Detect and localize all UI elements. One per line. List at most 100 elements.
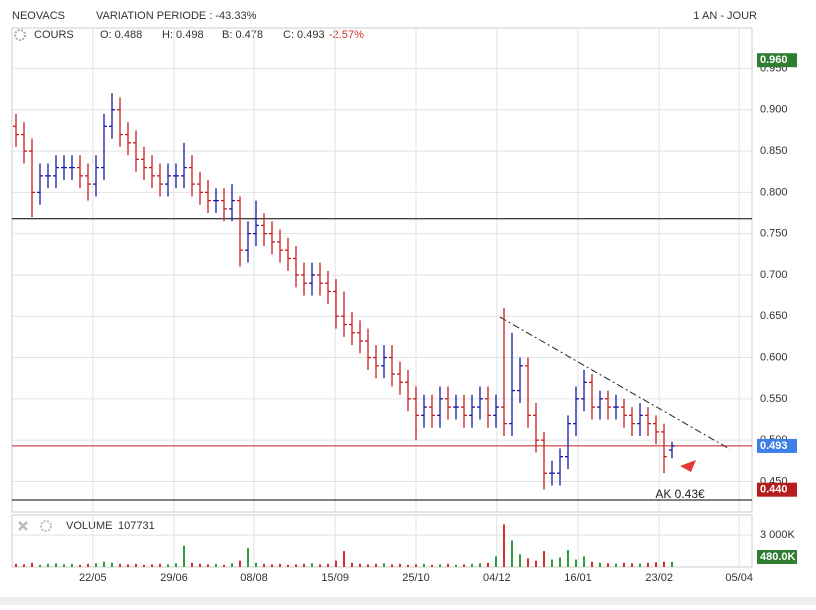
- y-tick-label: 0.750: [760, 228, 788, 240]
- volume-bar: [559, 557, 561, 567]
- y-tick-label: 0.650: [760, 310, 788, 322]
- price-flag-label: 0.440: [760, 484, 788, 496]
- volume-bar: [319, 564, 321, 567]
- volume-bar: [39, 564, 41, 567]
- price-flag: [757, 53, 797, 68]
- volume-bar: [431, 564, 433, 567]
- volume-bar: [231, 563, 233, 567]
- price-flag: [757, 550, 797, 564]
- volume-bar: [103, 561, 105, 567]
- volume-bar: [607, 563, 609, 567]
- price-frame: [11, 27, 753, 513]
- volume-bar: [239, 560, 241, 567]
- volume-last: 107731: [118, 520, 155, 532]
- volume-bar: [399, 563, 401, 567]
- volume-bar: [599, 562, 601, 567]
- volume-bar: [295, 564, 297, 567]
- volume-bar: [671, 561, 673, 567]
- x-tick-label: 29/06: [160, 572, 188, 584]
- volume-bar: [175, 563, 177, 567]
- volume-bar: [487, 562, 489, 567]
- x-tick-label: 16/01: [564, 572, 592, 584]
- volume-bar: [359, 563, 361, 567]
- arrow-icon: [680, 460, 696, 472]
- legend-high: H: 0.498: [162, 29, 204, 41]
- volume-bar: [655, 562, 657, 567]
- x-tick-label: 05/04: [725, 572, 753, 584]
- volume-bar: [215, 563, 217, 567]
- variation: VARIATION PERIODE : -43.33%: [96, 10, 257, 22]
- volume-bar: [95, 563, 97, 567]
- volume-bar: [351, 562, 353, 567]
- volume-bar: [535, 560, 537, 567]
- x-tick-label: 22/05: [79, 572, 107, 584]
- price-flag-label: 480.0K: [760, 551, 796, 563]
- y-tick-label: 0.850: [760, 145, 788, 157]
- legend-change: -2.57%: [329, 29, 364, 41]
- volume-bar: [367, 564, 369, 567]
- volume-bar: [623, 562, 625, 567]
- volume-bar: [279, 563, 281, 567]
- volume-bar: [263, 563, 265, 567]
- volume-bar: [543, 551, 545, 567]
- volume-bar: [183, 545, 185, 567]
- volume-bar: [135, 563, 137, 567]
- volume-bar: [375, 563, 377, 567]
- legend-close: C: 0.493: [283, 29, 325, 41]
- volume-bar: [287, 564, 289, 567]
- y-tick-label: 3 000K: [760, 529, 796, 541]
- volume-bar: [303, 563, 305, 567]
- volume-bar: [631, 563, 633, 567]
- volume-bar: [127, 564, 129, 567]
- volume-bar: [223, 564, 225, 567]
- volume-settings-icon[interactable]: [40, 520, 52, 532]
- legend-open: O: 0.488: [100, 29, 142, 41]
- y-tick-label: 0.600: [760, 351, 788, 363]
- volume-bar: [583, 556, 585, 567]
- volume-bar: [463, 564, 465, 567]
- volume-bar: [311, 563, 313, 567]
- y-tick-label: 0.700: [760, 269, 788, 281]
- volume-bar: [639, 563, 641, 567]
- volume-bar: [423, 563, 425, 567]
- volume-bar: [407, 564, 409, 567]
- volume-bar: [471, 563, 473, 567]
- volume-bar: [527, 558, 529, 567]
- volume-bar: [199, 563, 201, 567]
- volume-bar: [23, 564, 25, 567]
- volume-bar: [207, 564, 209, 567]
- volume-bar: [615, 563, 617, 567]
- volume-bar: [71, 563, 73, 567]
- volume-bar: [391, 564, 393, 567]
- volume-bar: [15, 563, 17, 567]
- settings-icon[interactable]: [14, 29, 26, 41]
- volume-bar: [151, 564, 153, 567]
- price-flag: [757, 482, 797, 497]
- volume-bar: [591, 561, 593, 567]
- volume-bar: [511, 540, 513, 567]
- price-flag-label: 0.493: [760, 440, 788, 452]
- volume-bar: [167, 564, 169, 567]
- volume-bar: [567, 549, 569, 567]
- close-icon[interactable]: [18, 521, 28, 531]
- volume-bar: [119, 563, 121, 567]
- volume-bar: [519, 554, 521, 567]
- volume-bar: [575, 559, 577, 567]
- volume-bar: [191, 562, 193, 567]
- y-tick-label: 0.550: [760, 393, 788, 405]
- legend-label: COURS: [34, 29, 74, 41]
- volume-bar: [255, 562, 257, 567]
- volume-bar: [31, 562, 33, 567]
- volume-bar: [415, 564, 417, 567]
- volume-bar: [159, 563, 161, 567]
- volume-bar: [383, 563, 385, 567]
- price-flag: [757, 438, 797, 453]
- volume-bar: [143, 564, 145, 567]
- x-tick-label: 25/10: [402, 572, 430, 584]
- stock-name: NEOVACS: [12, 10, 65, 22]
- volume-bar: [455, 564, 457, 567]
- volume-bar: [495, 556, 497, 567]
- y-tick-label: 0.800: [760, 186, 788, 198]
